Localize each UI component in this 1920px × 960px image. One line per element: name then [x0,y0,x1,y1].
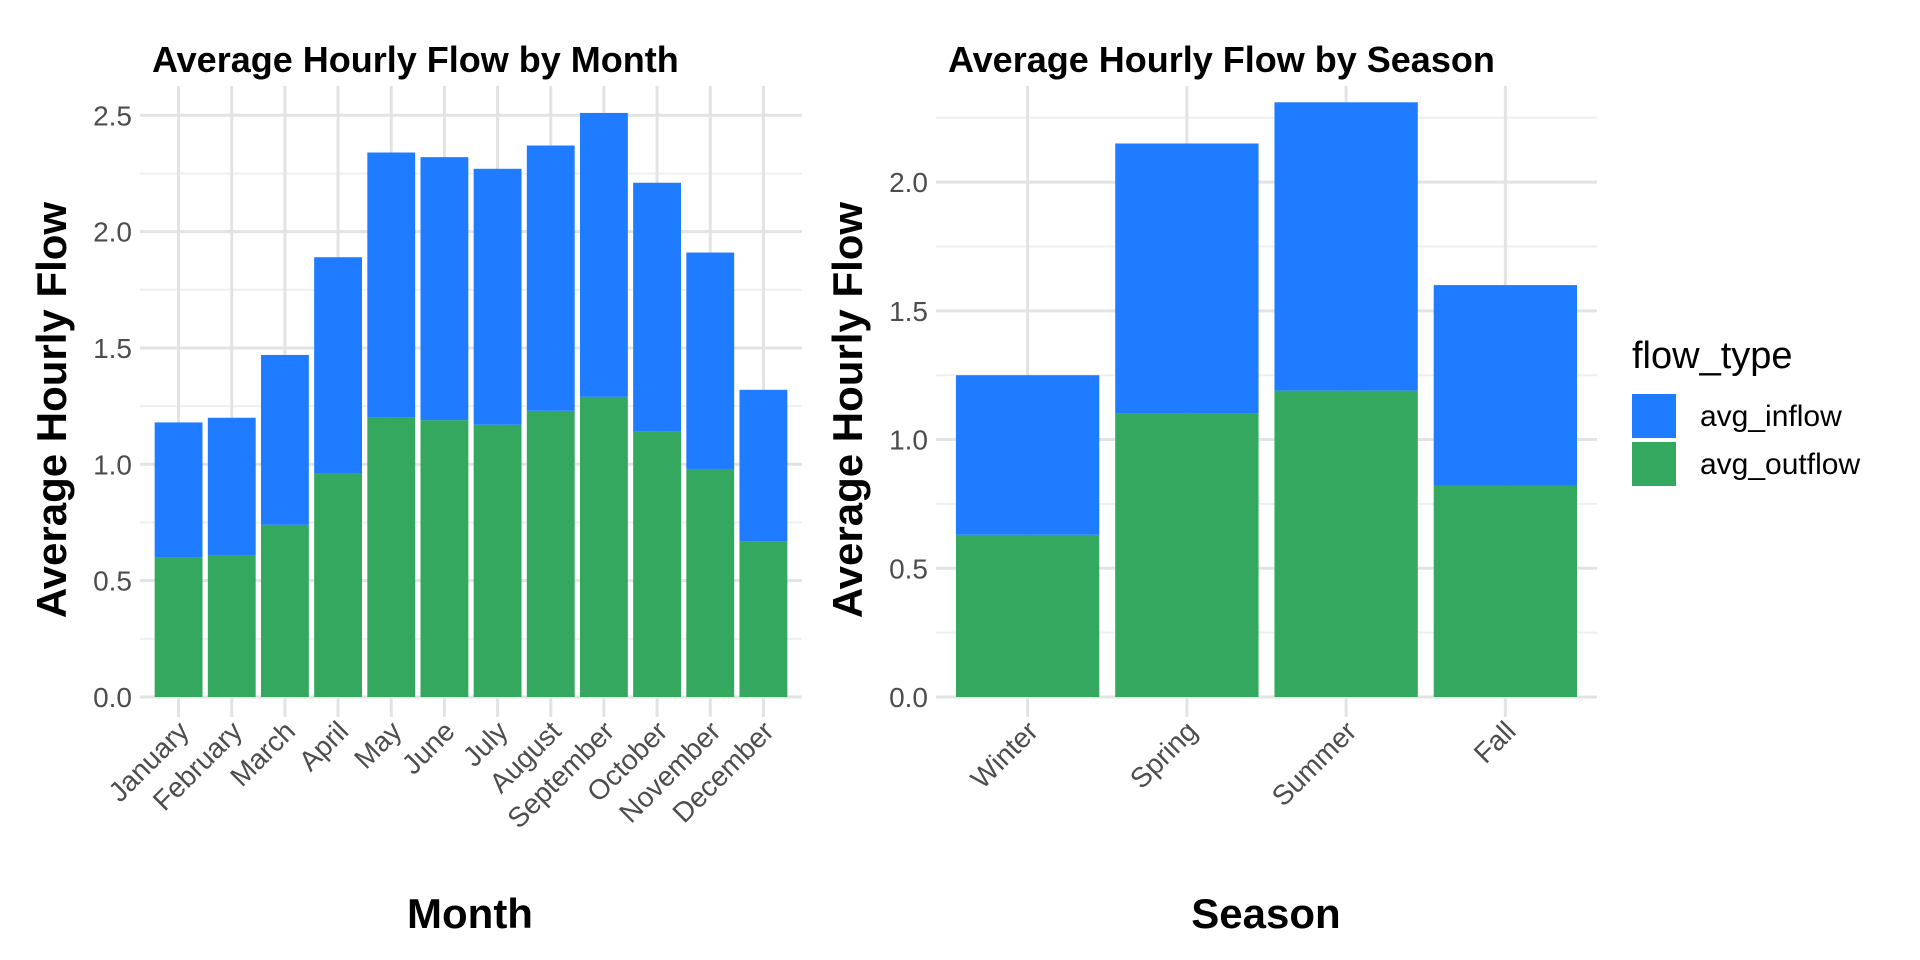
y-tick-label: 1.5 [889,296,928,327]
y-tick-label: 1.5 [93,333,132,364]
bar-avg_inflow [367,152,416,418]
bar-avg_inflow [1433,285,1578,486]
x-tick-label: Winter [965,715,1044,794]
x-tick-label: May [348,715,407,774]
bar-avg_inflow [420,157,469,421]
y-tick-label: 2.0 [93,217,132,248]
bar-avg_outflow [739,541,788,697]
bar-avg_inflow [955,375,1100,535]
bar-avg_outflow [367,417,416,697]
bar-avg_inflow [526,145,575,411]
legend-title: flow_type [1632,335,1793,377]
bar-avg_inflow [260,354,309,525]
bar-avg_outflow [526,410,575,697]
chart-by-season: Average Hourly Flow by Season 0.0 0.5 1.0 1… [824,39,1597,937]
legend-label: avg_inflow [1700,400,1842,433]
bar-avg_inflow [473,168,522,425]
bar-avg_outflow [1433,485,1578,697]
bar-avg_inflow [207,417,256,556]
bar-avg_outflow [1274,390,1418,697]
y-tick-label: 0.0 [93,682,132,713]
bar-avg_outflow [154,557,203,697]
bar-avg_inflow [686,252,735,469]
bar-avg_outflow [314,473,363,697]
bar-avg_outflow [579,396,628,697]
bar-avg_outflow [686,468,735,697]
bar-avg_inflow [314,257,363,474]
legend: flow_type avg_inflow avg_outflow [1632,335,1860,486]
x-axis-title: Season [1191,890,1340,937]
bar-avg_outflow [473,424,522,697]
legend-swatch [1632,442,1676,486]
y-axis-title: Average Hourly Flow [28,202,75,619]
bar-avg_outflow [633,431,682,697]
plot-area: 0.00.51.01.52.02.5JanuaryFebruaryMarchAp… [93,86,802,834]
y-tick-label: 2.0 [889,167,928,198]
y-tick-label: 0.5 [889,553,928,584]
bar-avg_outflow [420,420,469,697]
legend-label: avg_outflow [1700,448,1860,481]
y-tick-label: 0.0 [889,682,928,713]
y-tick-label: 0.5 [93,566,132,597]
x-tick-label: Fall [1468,715,1522,769]
x-tick-label: Spring [1124,715,1203,794]
y-tick-label: 1.0 [889,425,928,456]
bar-avg_outflow [1115,413,1259,697]
bar-avg_outflow [955,534,1100,697]
chart-by-month: Average Hourly Flow by Month 0.0 0.5 1.0 1.… [28,39,802,937]
y-axis-title: Average Hourly Flow [824,202,871,619]
chart-title: Average Hourly Flow by Season [948,39,1495,80]
plot-area: 0.0 0.5 1.0 1.5 2.0 Winter Spring Summer Fall [889,86,1597,812]
y-tick-label: 2.5 [93,100,132,131]
x-tick-label: June [396,715,461,780]
bar-avg_inflow [579,112,628,397]
bar-avg_outflow [207,555,256,697]
bar-avg_inflow [1274,102,1418,391]
bar-avg_inflow [633,182,682,432]
bar-avg_inflow [1115,143,1259,414]
x-tick-label: Summer [1266,715,1363,812]
bar-avg_inflow [154,422,203,558]
chart-title: Average Hourly Flow by Month [152,39,679,80]
bar-avg_inflow [739,389,788,542]
legend-swatch [1632,394,1676,438]
x-axis-title: Month [407,890,533,937]
x-tick-label: April [293,715,355,777]
y-tick-label: 1.0 [93,449,132,480]
legend-items: avg_inflow avg_outflow [1632,394,1860,486]
bar-avg_outflow [260,524,309,697]
